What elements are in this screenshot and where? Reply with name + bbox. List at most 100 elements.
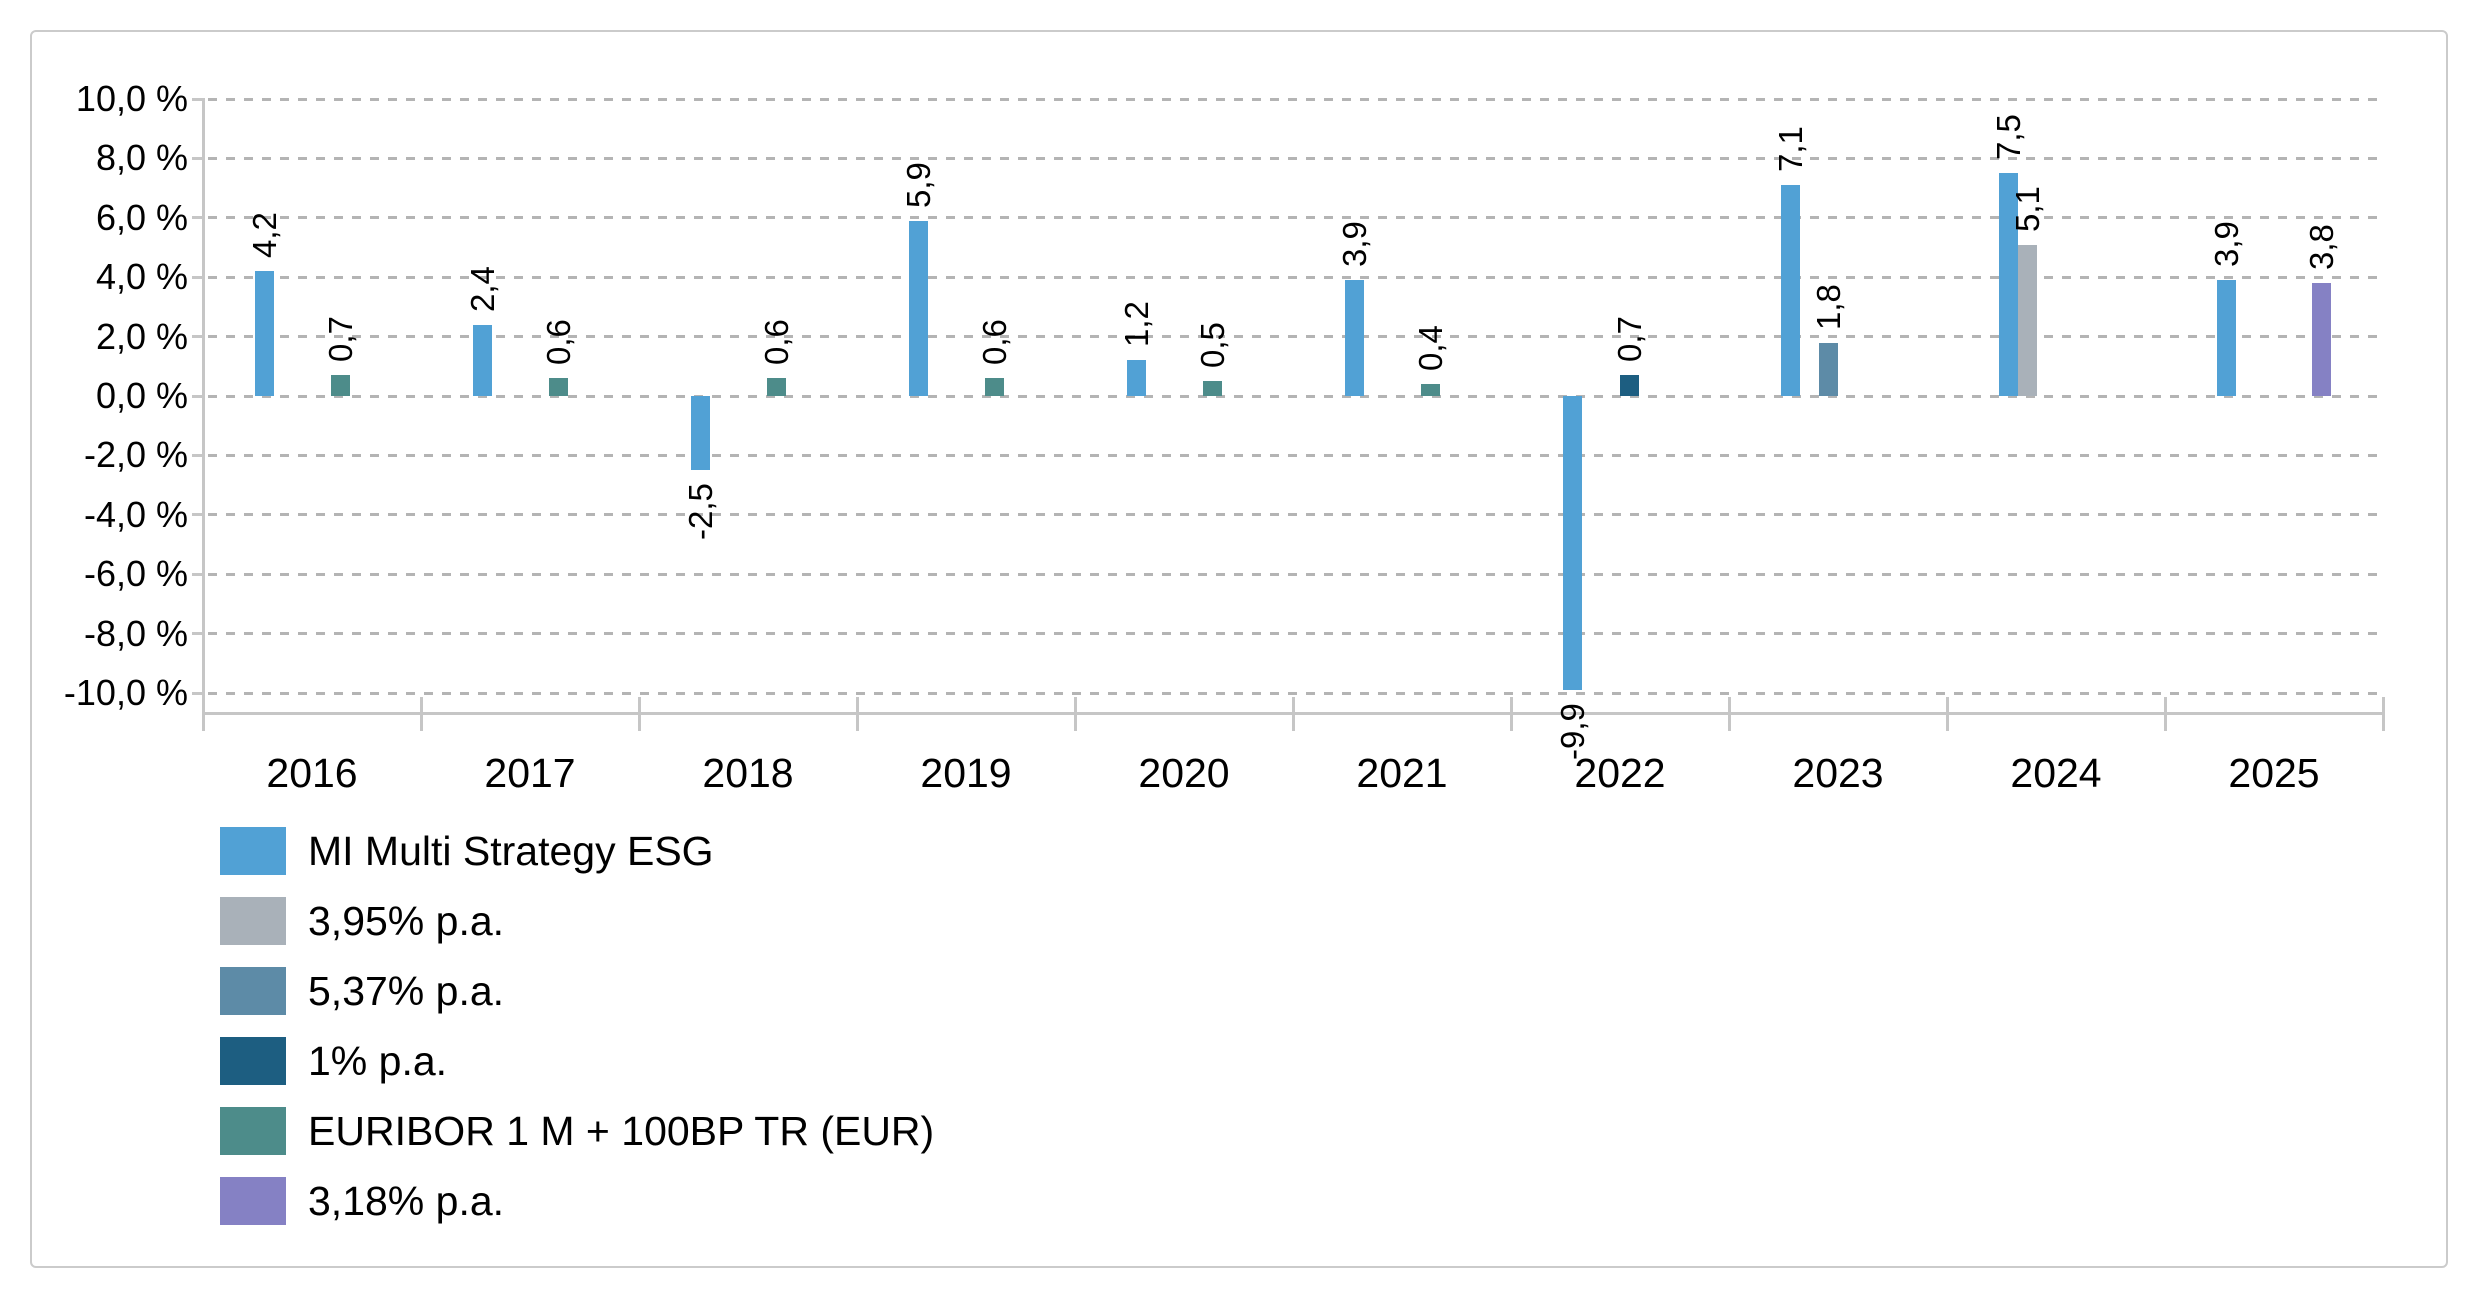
bar-value-text: 0,7 — [322, 316, 359, 363]
gridline — [208, 394, 2383, 398]
x-axis-tick — [202, 697, 205, 731]
bar-euribor-1-m-100bp-tr-eur--2021 — [1421, 384, 1440, 396]
bar-mi-multi-strategy-esg-2016 — [255, 271, 274, 396]
chart-frame — [30, 30, 2448, 1268]
bar-value-text: 3,8 — [2303, 224, 2340, 271]
bar-value-text: 0,6 — [976, 319, 1013, 366]
y-axis-tick — [192, 335, 203, 339]
gridline — [208, 216, 2383, 220]
legend-swatch — [220, 1107, 286, 1155]
legend-label: 1% p.a. — [308, 1038, 448, 1084]
bar-mi-multi-strategy-esg-2018 — [691, 396, 710, 471]
legend-label: MI Multi Strategy ESG — [308, 828, 714, 874]
gridline — [208, 453, 2383, 457]
y-axis-tick — [192, 216, 203, 220]
legend-swatch — [220, 897, 286, 945]
x-axis-label: 2017 — [484, 750, 576, 796]
bar-value-text: 0,7 — [1611, 316, 1648, 363]
y-axis-tick — [192, 156, 203, 160]
bar-value-text: 7,1 — [1772, 126, 1809, 173]
x-axis-label: 2019 — [920, 750, 1012, 796]
y-axis-tick — [192, 97, 203, 101]
bar-euribor-1-m-100bp-tr-eur--2020 — [1203, 381, 1222, 396]
x-axis-tick — [2382, 697, 2385, 731]
y-axis-label: -10,0 % — [63, 672, 188, 713]
bar-value-text: 1,8 — [1810, 283, 1847, 330]
y-axis-tick — [192, 394, 203, 398]
x-axis-label: 2020 — [1138, 750, 1230, 796]
x-axis-tick — [1074, 697, 1077, 731]
y-axis-label: -8,0 % — [83, 612, 188, 654]
y-axis-label: -6,0 % — [83, 553, 188, 595]
bar-mi-multi-strategy-esg-2020 — [1127, 360, 1146, 396]
legend-label: EURIBOR 1 M + 100BP TR (EUR) — [308, 1108, 935, 1154]
y-axis-label: 2,0 % — [95, 315, 188, 357]
bar-mi-multi-strategy-esg-2022 — [1563, 396, 1582, 691]
y-axis-label: 10,0 % — [75, 78, 188, 119]
x-axis-label: 2024 — [2010, 750, 2102, 796]
x-axis-tick — [1510, 697, 1513, 731]
y-axis-tick — [192, 453, 203, 457]
legend-swatch — [220, 827, 286, 875]
bar-mi-multi-strategy-esg-2021 — [1345, 280, 1364, 396]
legend-label: 3,18% p.a. — [308, 1178, 505, 1224]
y-axis-label: -4,0 % — [83, 493, 188, 535]
x-axis-label: 2018 — [702, 750, 794, 796]
gridline — [208, 691, 2383, 695]
gridline — [208, 513, 2383, 517]
bar-euribor-1-m-100bp-tr-eur--2016 — [331, 375, 350, 396]
bar-value-text: 7,5 — [1990, 114, 2027, 161]
x-axis-tick — [856, 697, 859, 731]
bar-mi-multi-strategy-esg-2025 — [2217, 280, 2236, 396]
bar-euribor-1-m-100bp-tr-eur--2019 — [985, 378, 1004, 396]
x-axis-label: 2016 — [266, 750, 358, 796]
y-axis-label: 0,0 % — [95, 375, 188, 416]
legend-swatch — [220, 1177, 286, 1225]
gridline — [208, 97, 2383, 101]
gridline — [208, 632, 2383, 636]
x-axis-tick — [420, 697, 423, 731]
bar-5-37-p-a--2023 — [1819, 342, 1838, 396]
bar-value-text: 5,9 — [900, 161, 937, 208]
y-axis-line — [202, 98, 205, 731]
y-axis-label: 8,0 % — [95, 137, 188, 179]
bar-euribor-1-m-100bp-tr-eur--2017 — [549, 378, 568, 396]
x-axis-tick — [1946, 697, 1949, 731]
bar-3-95-p-a--2024 — [2018, 244, 2037, 396]
x-axis-label: 2025 — [2228, 750, 2320, 796]
bar-euribor-1-m-100bp-tr-eur--2018 — [767, 378, 786, 396]
bar-mi-multi-strategy-esg-2023 — [1781, 185, 1800, 396]
bar-value-text: 0,5 — [1194, 322, 1231, 369]
bar-value-text: 0,6 — [758, 319, 795, 366]
legend-label: 3,95% p.a. — [308, 898, 505, 944]
y-axis-tick — [192, 632, 203, 636]
bar-value-text: 1,2 — [1118, 301, 1155, 348]
y-axis-tick — [192, 691, 203, 695]
x-axis-label: 2023 — [1792, 750, 1884, 796]
y-axis-tick — [192, 513, 203, 517]
bar-value-text: 0,4 — [1412, 325, 1449, 372]
bar-mi-multi-strategy-esg-2017 — [473, 324, 492, 396]
bar-value-text: 2,4 — [464, 265, 501, 312]
x-axis-label: 2021 — [1356, 750, 1448, 796]
bar-value-text: 3,9 — [2208, 221, 2245, 268]
bar-value-text: -9,9 — [1554, 703, 1591, 761]
x-axis-label: 2022 — [1574, 750, 1666, 796]
bar-value-text: 3,9 — [1336, 221, 1373, 268]
bar-1-p-a--2022 — [1620, 375, 1639, 396]
bar-mi-multi-strategy-esg-2024 — [1999, 173, 2018, 396]
x-axis-tick — [1728, 697, 1731, 731]
bar-3-18-p-a--2025 — [2312, 283, 2331, 396]
bar-value-text: 4,2 — [246, 212, 283, 259]
gridline — [208, 156, 2383, 160]
bar-value-text: 5,1 — [2009, 185, 2046, 232]
x-axis-tick — [2164, 697, 2167, 731]
legend-swatch — [220, 967, 286, 1015]
bar-value-text: -2,5 — [682, 483, 719, 541]
gridline — [208, 572, 2383, 576]
x-axis-tick — [638, 697, 641, 731]
y-axis-tick — [192, 572, 203, 576]
y-axis-label: 4,0 % — [95, 256, 188, 298]
legend-label: 5,37% p.a. — [308, 968, 505, 1014]
bar-mi-multi-strategy-esg-2019 — [909, 220, 928, 396]
